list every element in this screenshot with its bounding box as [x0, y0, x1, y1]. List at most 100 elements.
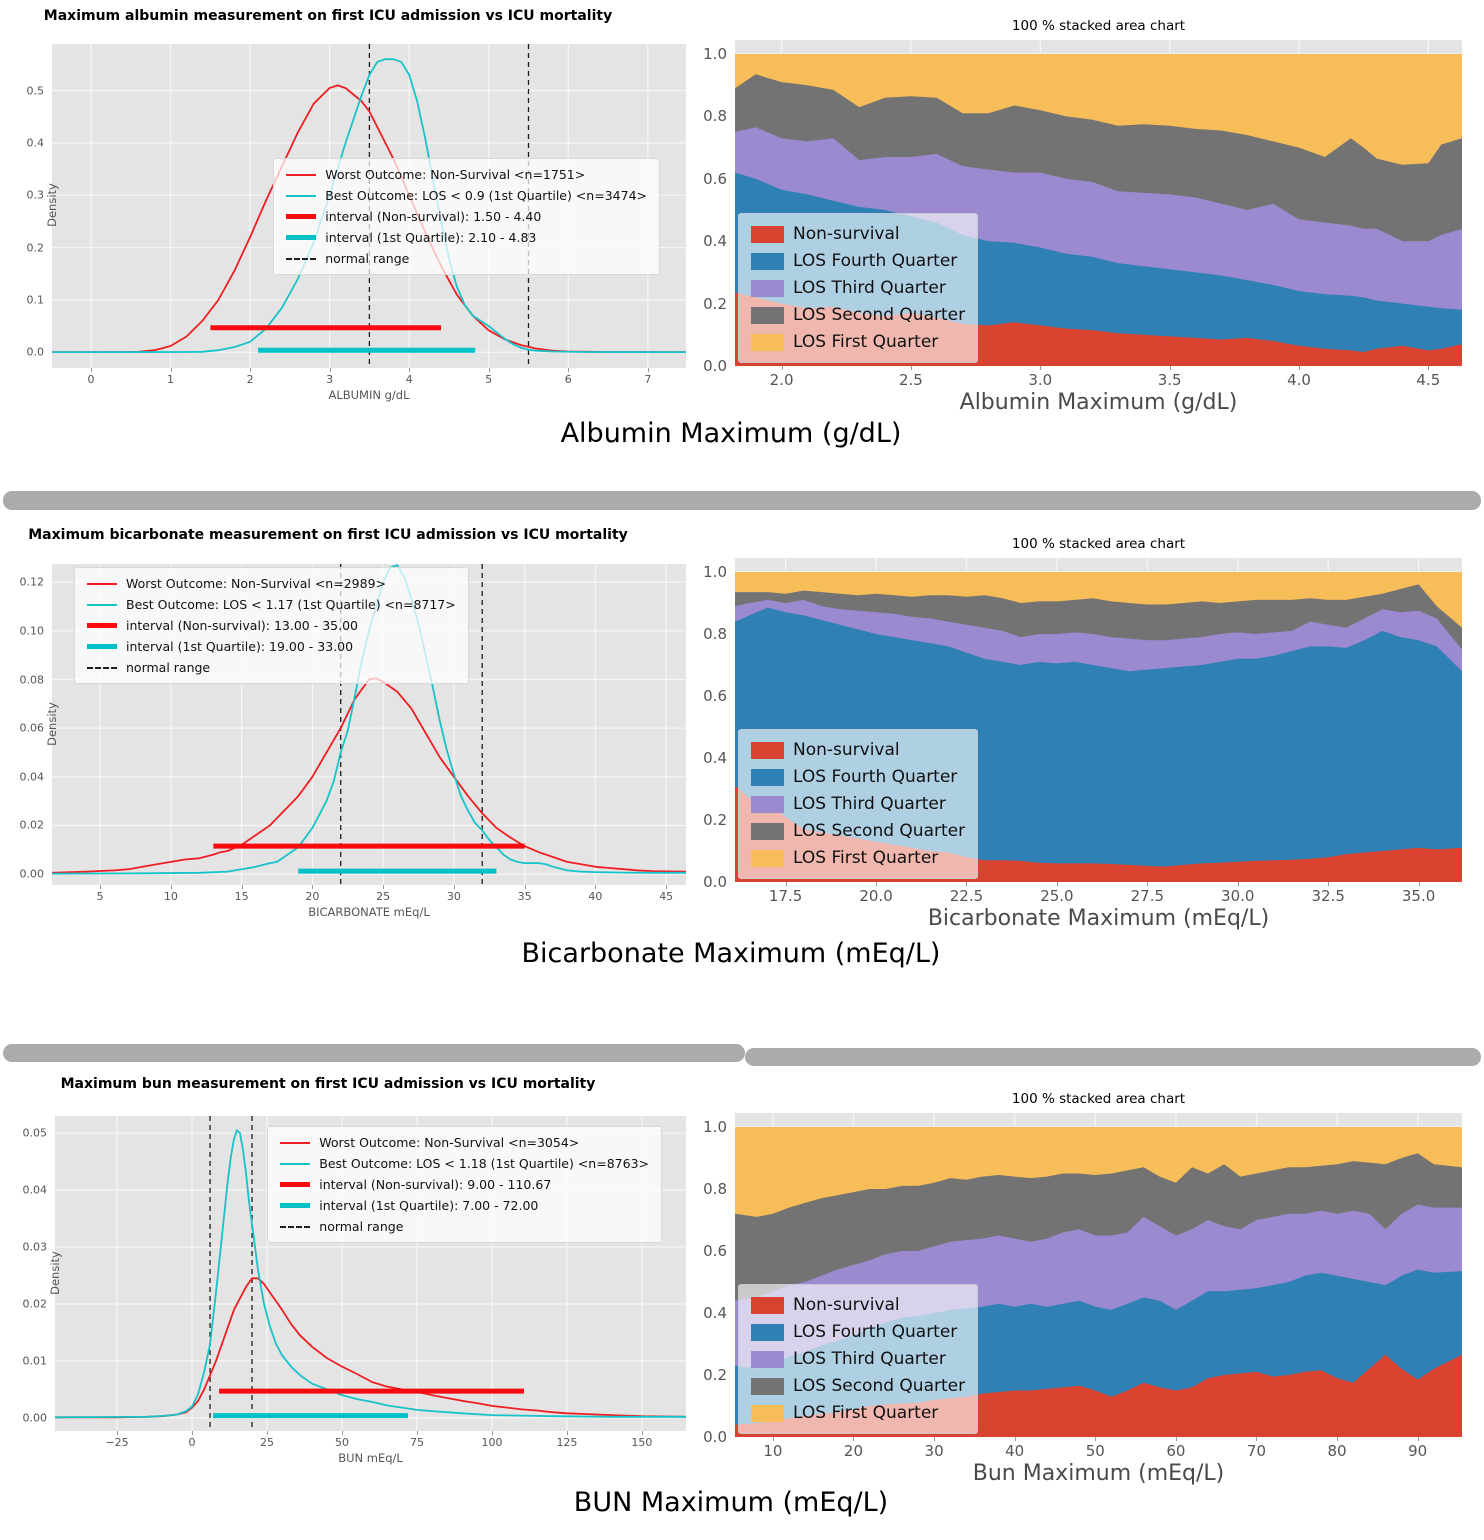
- x-tick-mark: [312, 885, 314, 889]
- y-tick-label: 0.2: [703, 294, 727, 313]
- y-tick-label: 0.4: [703, 1303, 727, 1322]
- y-tick-label: 1.0: [703, 1117, 727, 1136]
- legend-label: normal range: [325, 251, 410, 266]
- x-tick-label: 4: [405, 373, 413, 386]
- x-tick-mark: [781, 366, 783, 370]
- legend-label: LOS Fourth Quarter: [793, 767, 958, 787]
- x-axis-label: Bun Maximum (mEq/L): [972, 1461, 1225, 1486]
- y-tick-label: 0.12: [19, 575, 45, 589]
- bun-stacked-legend: Non-survival LOS Fourth Quarter LOS Third …: [738, 1284, 979, 1434]
- y-tick-label: 0.04: [19, 770, 45, 784]
- x-tick-label: 2.5: [898, 371, 923, 389]
- x-tick-mark: [1256, 1437, 1258, 1441]
- legend-item: LOS Third Quarter: [751, 1349, 965, 1369]
- legend-item: LOS First Quarter: [751, 1403, 965, 1423]
- x-tick-mark: [267, 1431, 269, 1435]
- legend-label: LOS First Quarter: [793, 332, 939, 352]
- x-tick-label: 2: [246, 373, 254, 386]
- y-tick-label: 0.4: [703, 748, 727, 767]
- x-tick-mark: [241, 885, 243, 889]
- y-tick-label: 0.0: [703, 1428, 727, 1446]
- stacked-chart-title: 100 % stacked area chart: [1011, 18, 1186, 34]
- x-tick-mark: [1095, 1437, 1097, 1441]
- legend-item: Worst Outcome: Non-Survival <n=2989>: [87, 576, 456, 591]
- x-tick-mark: [566, 1431, 568, 1435]
- section-divider-2-left: [3, 1044, 745, 1062]
- x-tick-mark: [1299, 366, 1300, 370]
- legend-item: LOS Fourth Quarter: [751, 767, 965, 787]
- x-tick-mark: [170, 368, 172, 372]
- x-tick-label: 2.0: [769, 371, 794, 389]
- x-tick-label: 17.5: [768, 887, 803, 905]
- y-tick-label: 0.3: [26, 188, 45, 202]
- legend-swatch-non-survival: [751, 741, 784, 759]
- albumin-stacked-legend: Non-survival LOS Fourth Quarter LOS Third …: [738, 213, 979, 363]
- chart-albumin-density: 0 1 2 3 4 5 6 7 0.0 0.1 0.2 0.3 0.4 0.5 ALBUMIN g/dL De…: [27, 44, 687, 402]
- legend-label: Best Outcome: LOS < 1.17 (1st Quartile) …: [126, 597, 456, 612]
- x-axis-label: BICARBONATE mEq/L: [308, 905, 430, 919]
- legend-item: LOS Fourth Quarter: [751, 1322, 965, 1342]
- chart-bun-density: −25 0 25 50 75 100 125 150 0.00 0.01 0.02 0.03 0.04 0…: [23, 1116, 687, 1465]
- x-tick-mark: [1328, 882, 1330, 886]
- legend-swatch-thick-red: [280, 1182, 311, 1187]
- x-tick-mark: [853, 1437, 855, 1441]
- legend-swatch-dashed: [280, 1225, 311, 1228]
- y-axis-label: Density: [45, 183, 59, 227]
- legend-swatch-thin-cyan: [286, 194, 317, 197]
- y-tick-label: 0.10: [19, 624, 45, 638]
- x-tick-label: 3.0: [1028, 371, 1053, 389]
- x-tick-label: 22.5: [949, 887, 984, 905]
- legend-swatch-los-third-quarter: [751, 279, 784, 297]
- x-tick-mark: [453, 885, 455, 889]
- y-tick-label: 0.6: [703, 686, 727, 705]
- y-tick-label: 0.05: [22, 1126, 48, 1140]
- y-tick-label: 0.2: [703, 1365, 727, 1384]
- y-tick-label: 0.03: [22, 1240, 48, 1254]
- chart-bicarbonate-stacked: 17.5 20.0 22.5 25.0 27.5 30.0 32.5 35.0 0.0 0.2 0.…: [703, 536, 1462, 931]
- x-tick-label: 0: [87, 373, 95, 386]
- legend-swatch-thin-red: [286, 173, 317, 176]
- y-tick-label: 0.0: [703, 873, 727, 891]
- x-tick-mark: [488, 368, 490, 372]
- y-tick-label: 0.5: [26, 84, 45, 98]
- legend-item: LOS Third Quarter: [751, 278, 965, 298]
- x-tick-label: 30: [446, 890, 461, 903]
- density-curve: [55, 1277, 687, 1419]
- x-tick-mark: [1337, 1437, 1339, 1441]
- x-tick-mark: [1147, 882, 1149, 886]
- x-tick-label: 5: [485, 373, 493, 386]
- legend-swatch-thin-red: [280, 1141, 311, 1144]
- x-tick-label: 20: [843, 1442, 864, 1460]
- x-tick-label: 80: [1327, 1442, 1347, 1460]
- x-tick-label: 25: [376, 890, 391, 903]
- x-tick-label: 4.0: [1287, 371, 1311, 389]
- x-tick-label: 32.5: [1311, 887, 1345, 905]
- bun-density-legend: Worst Outcome: Non-Survival <n=3054> Best…: [267, 1126, 662, 1243]
- x-tick-label: 6: [564, 373, 572, 386]
- density-figure-title-bicarbonate: Maximum bicarbonate measurement on first…: [28, 527, 628, 543]
- density-figure-title-bun: Maximum bun measurement on first ICU adm…: [60, 1076, 596, 1092]
- legend-item: interval (1st Quartile): 19.00 - 33.00: [87, 639, 456, 654]
- legend-label: LOS Second Quarter: [793, 305, 966, 325]
- legend-swatch-thick-red: [87, 623, 117, 628]
- x-tick-mark: [1418, 882, 1420, 886]
- legend-label: Worst Outcome: Non-Survival <n=3054>: [319, 1135, 580, 1150]
- legend-swatch-dashed: [87, 666, 117, 669]
- y-tick-label: 0.02: [19, 818, 45, 832]
- x-tick-mark: [641, 1431, 643, 1435]
- chart-bicarbonate-density: 5 10 15 20 25 30 35 40 45 0.00 0.02 0.04 0.06 0.08 0.1…: [20, 564, 687, 919]
- y-tick-label: 0.8: [703, 107, 727, 126]
- legend-label: LOS Third Quarter: [793, 794, 946, 814]
- density-figure-title-albumin: Maximum albumin measurement on first ICU…: [43, 8, 613, 24]
- legend-item: interval (Non-survival): 13.00 - 35.00: [87, 618, 456, 633]
- legend-swatch-los-third-quarter: [751, 1350, 784, 1368]
- y-axis-label: Density: [45, 701, 59, 746]
- legend-item: Best Outcome: LOS < 1.18 (1st Quartile) …: [280, 1156, 649, 1171]
- x-tick-label: 0: [188, 1436, 196, 1449]
- y-tick-label: 0.02: [22, 1297, 48, 1311]
- x-axis-label: ALBUMIN g/dL: [328, 388, 410, 402]
- x-tick-label: 30: [924, 1442, 944, 1460]
- x-tick-mark: [329, 368, 331, 372]
- legend-label: LOS First Quarter: [793, 1403, 939, 1423]
- x-tick-mark: [785, 882, 787, 886]
